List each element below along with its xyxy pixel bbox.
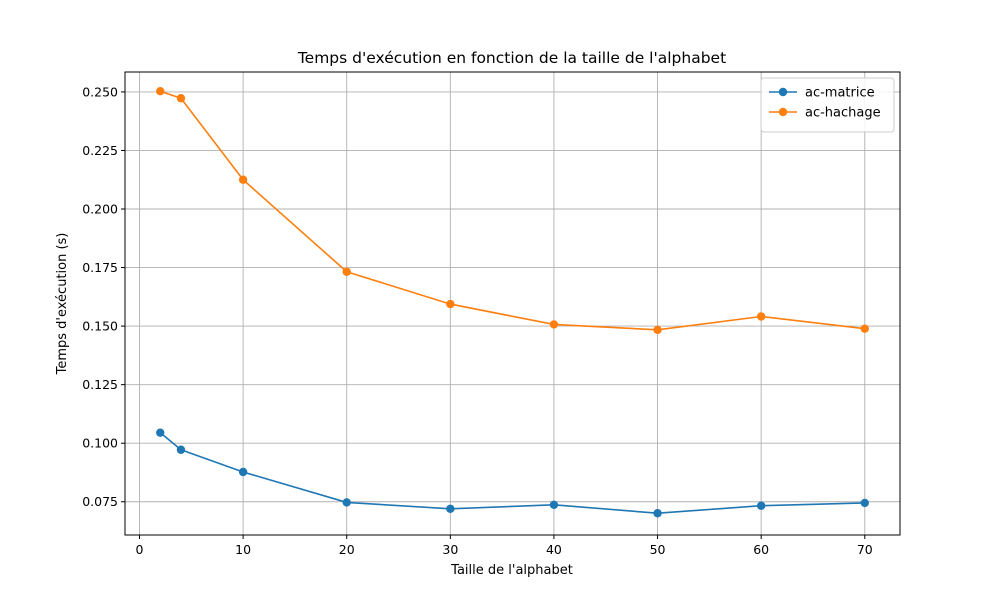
plot-frame bbox=[124, 71, 901, 536]
x-tick-label: 10 bbox=[235, 542, 251, 557]
data-point-ac-hachage bbox=[342, 267, 351, 276]
data-point-ac-matrice bbox=[156, 428, 165, 437]
chart-title: Temps d'exécution en fonction de la tail… bbox=[297, 49, 726, 67]
data-point-ac-matrice bbox=[549, 500, 559, 509]
x-tick-label: 40 bbox=[546, 542, 562, 557]
data-point-ac-hachage bbox=[238, 175, 248, 184]
data-point-ac-hachage bbox=[446, 299, 455, 309]
y-tick-label: 0.250 bbox=[82, 84, 118, 99]
legend-item-ac-matrice: ac-matrice bbox=[769, 86, 875, 101]
y-tick-label: 0.200 bbox=[82, 202, 118, 217]
x-tick-label: 30 bbox=[442, 542, 458, 557]
x-tick-label: 70 bbox=[857, 542, 873, 557]
grid bbox=[125, 72, 900, 535]
data-point-ac-matrice bbox=[238, 467, 248, 477]
x-tick-label: 20 bbox=[339, 542, 355, 557]
legend-item-ac-hachage: ac-hachage bbox=[769, 106, 881, 121]
x-tick-label: 0 bbox=[136, 542, 144, 557]
series-line-ac-matrice bbox=[159, 432, 865, 515]
legend: ac-matrice ac-hachage bbox=[760, 77, 895, 133]
series-layer bbox=[156, 87, 869, 518]
y-tick-label: 0.100 bbox=[82, 436, 118, 451]
data-point-ac-hachage bbox=[860, 324, 869, 333]
legend-label: ac-matrice bbox=[805, 86, 875, 101]
legend-label: ac-hachage bbox=[805, 106, 881, 121]
data-point-ac-matrice bbox=[446, 504, 455, 513]
y-tick-label: 0.175 bbox=[82, 260, 118, 275]
data-point-ac-matrice bbox=[342, 498, 351, 507]
x-tick-label: 60 bbox=[753, 542, 769, 557]
data-point-ac-hachage bbox=[653, 325, 662, 335]
data-point-ac-matrice bbox=[176, 445, 186, 454]
axis-ticks: 0 10 20 30 40 50 60 70 0.075 0.100 0.125 0.150 0.175… bbox=[82, 84, 873, 557]
y-tick-label: 0.075 bbox=[82, 494, 118, 509]
data-point-ac-matrice bbox=[860, 498, 869, 508]
y-tick-label: 0.125 bbox=[82, 377, 118, 392]
y-tick-label: 0.225 bbox=[82, 143, 118, 158]
data-point-ac-matrice bbox=[756, 501, 766, 510]
x-axis-label: Taille de l'alphabet bbox=[450, 563, 573, 578]
series-ac-hachage bbox=[156, 87, 869, 335]
series-line-ac-hachage bbox=[159, 90, 865, 331]
data-point-ac-hachage bbox=[176, 94, 186, 103]
legend-marker bbox=[778, 87, 788, 97]
data-point-ac-matrice bbox=[653, 509, 662, 518]
x-tick-label: 50 bbox=[650, 542, 666, 557]
data-point-ac-hachage bbox=[549, 320, 559, 329]
data-point-ac-hachage bbox=[156, 87, 165, 96]
y-tick-label: 0.150 bbox=[82, 319, 118, 334]
data-point-ac-hachage bbox=[756, 312, 766, 321]
y-axis-label: Temps d'exécution (s) bbox=[55, 233, 70, 376]
legend-marker bbox=[778, 107, 788, 117]
series-ac-matrice bbox=[156, 428, 869, 518]
